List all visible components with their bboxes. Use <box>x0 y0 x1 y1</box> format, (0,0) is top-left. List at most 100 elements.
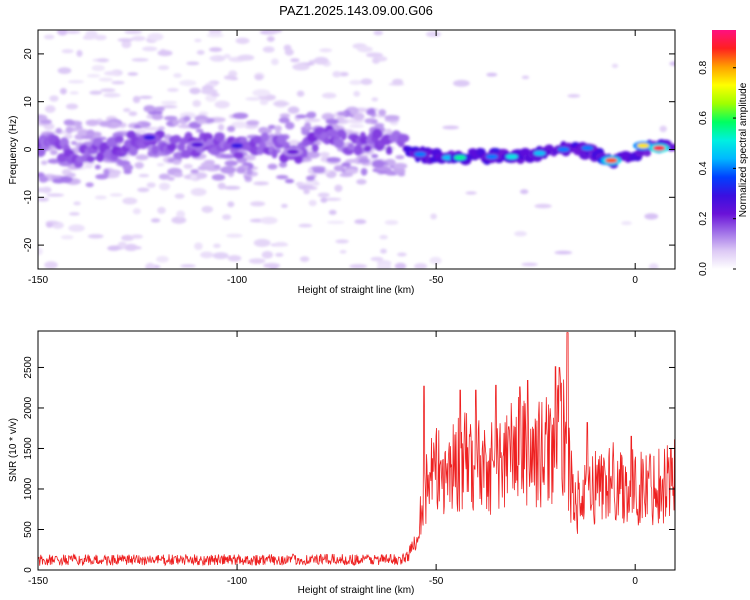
ridge-blob <box>129 145 138 157</box>
noise-blob <box>567 94 581 98</box>
x-tick-label: 0 <box>632 576 638 587</box>
peak-core <box>581 145 594 151</box>
noise-blob <box>123 108 131 113</box>
scatter-blob <box>278 161 288 168</box>
noise-blob <box>332 70 342 78</box>
noise-blob <box>308 199 317 207</box>
noise-blob <box>85 30 98 37</box>
scatter-blob <box>133 124 142 129</box>
noise-blob <box>357 46 373 53</box>
noise-blob <box>253 181 269 186</box>
noise-blob <box>326 220 345 225</box>
scatter-blob <box>325 118 339 125</box>
noise-blob <box>68 80 84 84</box>
noise-blob <box>103 71 119 76</box>
noise-blob <box>38 247 43 256</box>
noise-blob <box>303 189 310 195</box>
colorbar-tick-label: 0.0 <box>698 262 709 276</box>
scatter-blob <box>172 119 180 126</box>
noise-blob <box>244 154 256 161</box>
snr-panel: -150 -100 -50 0 0 500 1000 1500 2000 2500 Height… <box>8 330 676 596</box>
x-tick-label: -100 <box>227 576 247 587</box>
colorbar-tick-label: 0.4 <box>698 161 709 175</box>
noise-blob <box>137 187 150 193</box>
noise-blob <box>429 256 442 265</box>
noise-blob <box>212 252 229 260</box>
noise-blob <box>49 95 59 102</box>
noise-blob <box>138 95 153 99</box>
noise-blob <box>514 231 527 237</box>
noise-blob <box>56 30 69 36</box>
noise-blob <box>103 92 121 98</box>
ridge-blob <box>363 145 372 153</box>
spectrogram-y-axis-label: Frequency (Hz) <box>8 116 19 185</box>
noise-blob <box>302 181 316 185</box>
noise-blob <box>360 78 373 85</box>
y-tick-label: 1000 <box>23 477 34 500</box>
scatter-blob <box>267 124 276 130</box>
y-tick-label: -20 <box>23 237 34 252</box>
ridge-blob <box>323 137 331 145</box>
scatter-blob <box>367 108 376 115</box>
ridge-blob <box>279 153 289 163</box>
noise-blob <box>227 201 235 208</box>
y-tick-label: 2000 <box>23 396 34 419</box>
scatter-blob <box>167 176 175 181</box>
noise-blob <box>222 214 232 220</box>
noise-blob <box>76 49 83 57</box>
noise-blob <box>107 245 121 251</box>
noise-blob <box>621 221 632 226</box>
noise-blob <box>430 213 437 220</box>
noise-blob <box>159 105 178 109</box>
noise-blob <box>211 93 220 97</box>
noise-blob <box>189 174 197 180</box>
noise-blob <box>339 72 349 77</box>
noise-blob <box>68 212 80 216</box>
y-tick-label: -10 <box>23 190 34 205</box>
noise-blob <box>176 210 186 219</box>
peak-core <box>414 151 427 157</box>
noise-blob <box>349 80 362 85</box>
noise-blob <box>442 125 460 130</box>
noise-blob <box>248 258 266 264</box>
noise-blob <box>65 30 81 34</box>
ridge-blob <box>340 130 347 141</box>
scatter-blob <box>75 125 83 130</box>
peak-core <box>231 143 244 149</box>
scatter-blob <box>38 176 49 183</box>
noise-blob <box>100 88 116 92</box>
y-tick-label: 500 <box>23 521 34 538</box>
y-tick-label: 10 <box>23 96 34 108</box>
noise-blob <box>147 32 164 41</box>
x-tick-label: -150 <box>28 275 48 286</box>
noise-blob <box>146 182 156 188</box>
noise-blob <box>209 47 223 53</box>
scatter-blob <box>358 158 370 164</box>
noise-blob <box>144 126 161 131</box>
scatter-blob <box>246 120 260 126</box>
noise-blob <box>253 238 271 247</box>
noise-blob <box>196 50 205 55</box>
scatter-blob <box>328 157 341 163</box>
noise-blob <box>194 38 202 43</box>
spectrogram-x-axis-label: Height of straight line (km) <box>298 285 415 296</box>
heatmap-blobs <box>38 30 675 269</box>
noise-blob <box>354 219 367 225</box>
scatter-blob <box>304 122 311 130</box>
noise-blob <box>43 34 55 40</box>
y-tick-label: 0 <box>23 567 34 573</box>
peak-core <box>637 143 650 149</box>
scatter-blob <box>274 125 282 132</box>
scatter-blob <box>143 105 156 113</box>
noise-blob <box>132 95 141 104</box>
peak-core <box>143 135 156 140</box>
ridge-blob <box>353 144 363 156</box>
noise-blob <box>298 223 313 228</box>
colorbar-bar <box>712 30 736 269</box>
noise-blob <box>68 224 85 232</box>
noise-blob <box>659 125 667 133</box>
noise-blob <box>64 133 73 140</box>
noise-blob <box>263 262 281 269</box>
ridge-blob <box>252 135 264 144</box>
noise-blob <box>303 118 321 123</box>
